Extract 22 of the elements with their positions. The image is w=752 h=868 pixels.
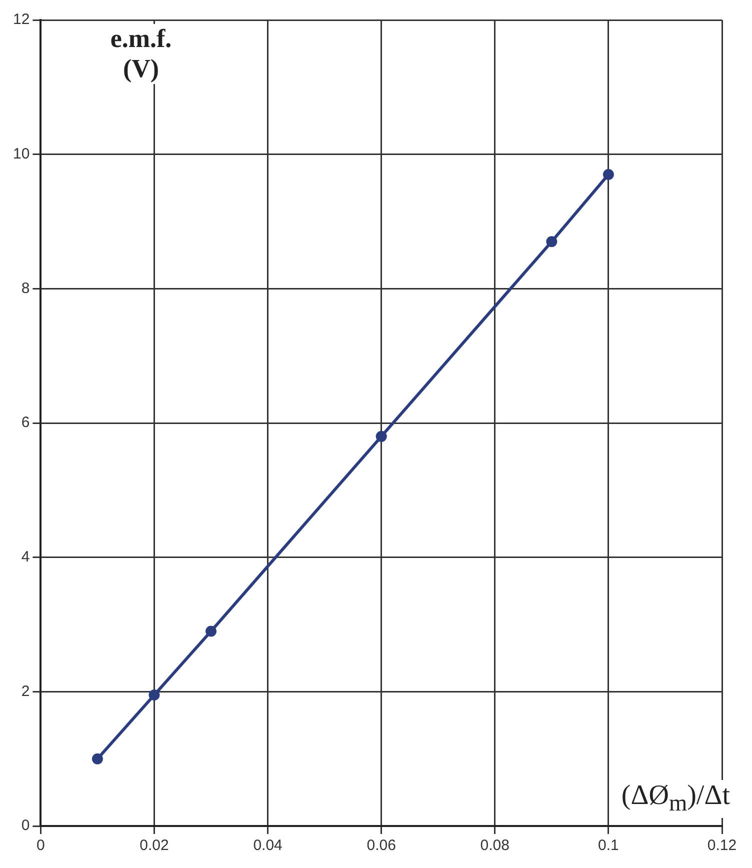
point (546, 236, 558, 248)
y-tick-label: 4 (21, 548, 30, 566)
point (92, 753, 103, 764)
x-axis-title: (ΔØ$_{m}$)/Δt (621, 780, 730, 818)
y-tick-label: 8 (21, 280, 30, 297)
x-tick-label: 0.1 (598, 837, 619, 854)
y-tick-label: 6 (21, 414, 30, 432)
y-tick-label: 0 (21, 817, 30, 834)
y-tick-label: 12 (12, 11, 30, 28)
x-tick-label: 0 (36, 837, 45, 854)
point (602, 168, 614, 180)
y-tick-label: 2 (21, 682, 30, 700)
point (206, 626, 217, 637)
x-tick-label: 0.12 (707, 837, 737, 854)
x-tick-label: 0.08 (480, 837, 510, 854)
y-tick-label: 10 (12, 145, 30, 162)
y-axis-title: e.m.f. (V) (96, 24, 186, 84)
x-tick-label: 0.02 (140, 837, 169, 854)
x-tick-label: 0.06 (366, 837, 396, 854)
point (376, 430, 387, 442)
x-tick-label: 0.04 (253, 837, 282, 854)
point (148, 690, 160, 701)
